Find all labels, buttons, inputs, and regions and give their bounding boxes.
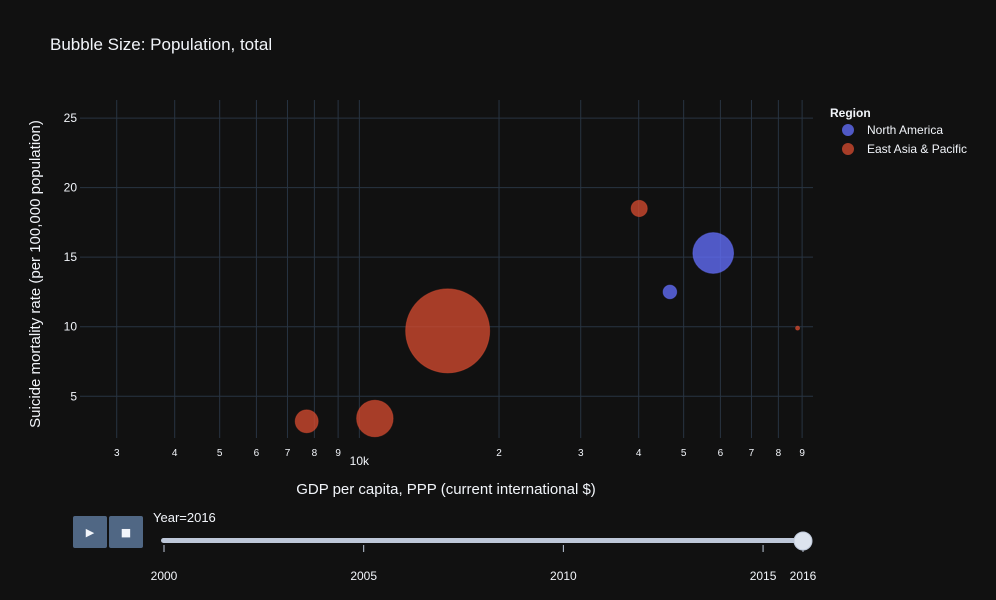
x-tick-label: 3: [114, 448, 120, 459]
bubble-point[interactable]: [795, 325, 801, 331]
y-tick-label: 25: [64, 111, 78, 125]
bubble-point[interactable]: [630, 199, 648, 218]
bubble-point[interactable]: [692, 232, 735, 274]
slider-tick-label: 2000: [151, 569, 178, 583]
bubble-point[interactable]: [356, 399, 394, 438]
bubble-point[interactable]: [662, 284, 678, 300]
y-axis-ticks: 5 10 15 20 25: [64, 111, 78, 403]
slider-tick-label: 2015: [750, 569, 777, 583]
y-tick-label: 15: [64, 250, 78, 264]
legend-marker: [842, 143, 854, 155]
x-tick-label: 5: [681, 448, 687, 459]
legend-marker: [842, 124, 854, 136]
x-tick-label: 6: [718, 448, 724, 459]
play-button[interactable]: ▶: [73, 516, 107, 548]
x-axis-label: GDP per capita, PPP (current internation…: [296, 481, 596, 498]
bubble-point[interactable]: [405, 288, 491, 374]
slider-tick-label: 2010: [550, 569, 577, 583]
slider-tick-label: 2016: [790, 569, 817, 583]
slider-handle[interactable]: [793, 531, 813, 551]
year-slider[interactable]: Year=2016 2000 2005 2010 2015 2016: [151, 510, 817, 583]
x-tick-label: 8: [776, 448, 782, 459]
x-tick-label: 6: [254, 448, 260, 459]
x-tick-label: 3: [578, 448, 584, 459]
x-tick-label: 7: [749, 448, 755, 459]
chart-title: Bubble Size: Population, total: [50, 35, 272, 54]
legend-item-label[interactable]: East Asia & Pacific: [867, 142, 967, 156]
x-axis-ticks: 3 4 5 6 7 8 9 10k 2 3 4 5 6 7 8 9: [114, 448, 805, 468]
bubble-point[interactable]: [294, 409, 319, 434]
legend-item-label[interactable]: North America: [867, 123, 943, 137]
y-tick-label: 5: [70, 389, 77, 403]
y-axis-label: Suicide mortality rate (per 100,000 popu…: [27, 120, 44, 428]
slider-rail[interactable]: [161, 538, 806, 543]
x-tick-label: 10k: [350, 454, 370, 468]
legend-title: Region: [830, 106, 871, 120]
x-tick-label: 2: [496, 448, 502, 459]
x-tick-label: 8: [312, 448, 318, 459]
legend: Region North America East Asia & Pacific: [830, 106, 967, 156]
slider-tick-label: 2005: [350, 569, 377, 583]
data-points[interactable]: [294, 199, 801, 438]
stop-icon: ■: [120, 525, 132, 539]
x-tick-label: 4: [172, 448, 178, 459]
x-tick-label: 7: [285, 448, 291, 459]
slider-current-label: Year=2016: [153, 510, 216, 525]
x-tick-label: 9: [799, 448, 805, 459]
x-tick-label: 5: [217, 448, 223, 459]
x-tick-label: 9: [335, 448, 341, 459]
y-tick-label: 20: [64, 181, 78, 195]
x-tick-label: 4: [636, 448, 642, 459]
play-icon: ▶: [85, 525, 95, 539]
y-tick-label: 10: [64, 320, 78, 334]
stop-button[interactable]: ■: [109, 516, 143, 548]
